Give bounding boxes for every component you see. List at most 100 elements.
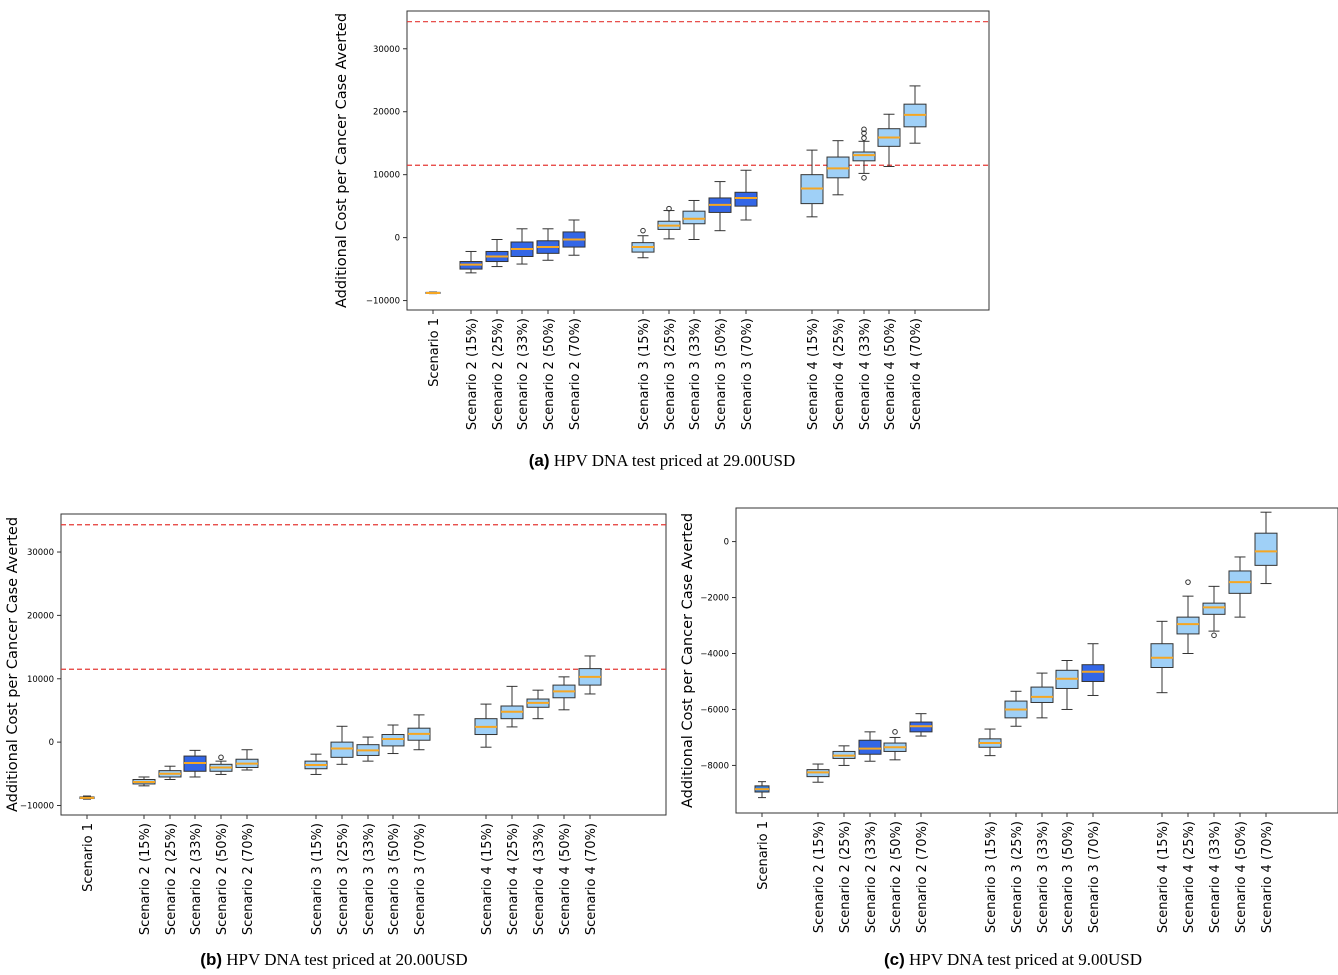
box-1: [132, 776, 156, 787]
chart-panel-0: −10000 0 10000 20000 30000 Additional Cost pe…: [334, 10, 990, 430]
box-2: [485, 238, 509, 268]
box-15: [578, 655, 602, 695]
x-tick-label: Scenario 3 (25%): [1010, 821, 1025, 933]
x-tick-label: Scenario 4 (33%): [1208, 821, 1223, 933]
x-tick-label: Scenario 4 (25%): [1182, 821, 1197, 933]
box-15: [903, 85, 927, 144]
flier-point: [1185, 579, 1191, 585]
x-tick-label: Scenario 4 (33%): [532, 823, 547, 935]
box-8: [356, 736, 380, 762]
x-tick-label: Scenario 3 (15%): [637, 318, 652, 430]
y-tick-label: 10000: [27, 675, 54, 685]
x-tick-label: Scenario 4 (70%): [584, 823, 599, 935]
box-1: [459, 250, 483, 274]
box-5: [562, 219, 586, 256]
box-2: [158, 765, 182, 781]
y-tick-label: 0: [724, 538, 729, 548]
box-7: [330, 725, 354, 765]
y-tick-label: 0: [395, 234, 400, 244]
box-3: [510, 228, 534, 265]
box-12: [1176, 579, 1200, 655]
x-tick-label: Scenario 4 (50%): [558, 823, 573, 935]
box-5: [235, 749, 259, 771]
x-tick-label: Scenario 2 (25%): [491, 318, 506, 430]
caption-c-letter: (c): [884, 950, 905, 969]
x-tick-label: Scenario 3 (50%): [387, 823, 402, 935]
x-tick-label: Scenario 3 (33%): [1036, 821, 1051, 933]
box-0: [754, 781, 770, 799]
box-body: [858, 739, 882, 755]
box-12: [500, 685, 524, 728]
caption-b-text: HPV DNA test priced at 20.00USD: [222, 950, 468, 969]
caption-b-letter: (b): [200, 950, 222, 969]
box-4: [536, 228, 560, 261]
x-tick-label: Scenario 4 (70%): [909, 318, 924, 430]
x-tick-label: Scenario 3 (33%): [688, 318, 703, 430]
x-tick-label: Scenario 1: [81, 823, 96, 892]
x-tick-label: Scenario 2 (70%): [915, 821, 930, 933]
x-tick-label: Scenario 2 (25%): [164, 823, 179, 935]
flier-point: [861, 175, 867, 181]
box-5: [909, 713, 933, 737]
box-0: [425, 291, 441, 295]
caption-a-letter: (a): [528, 451, 550, 470]
y-tick-label: −8000: [700, 761, 729, 771]
box-9: [708, 181, 732, 232]
caption-c: (c) HPV DNA test priced at 9.00USD: [688, 950, 1338, 970]
box-9: [381, 724, 405, 755]
caption-b: (b) HPV DNA test priced at 20.00USD: [0, 950, 668, 970]
box-4: [209, 754, 233, 775]
x-tick-label: Scenario 4 (50%): [1234, 821, 1249, 933]
box-body: [734, 191, 758, 207]
box-body: [1150, 643, 1174, 668]
box-body: [1254, 532, 1278, 566]
y-axis-label: Additional Cost per Cancer Case Averted: [334, 13, 350, 308]
box-10: [1081, 643, 1105, 696]
box-4: [883, 729, 907, 761]
box-9: [1055, 660, 1079, 710]
box-body: [1202, 602, 1226, 615]
x-tick-label: Scenario 3 (50%): [714, 318, 729, 430]
flier-point: [861, 135, 867, 141]
x-tick-label: Scenario 3 (70%): [740, 318, 755, 430]
box-3: [858, 731, 882, 762]
x-tick-label: Scenario 2 (33%): [189, 823, 204, 935]
x-tick-label: Scenario 3 (25%): [663, 318, 678, 430]
x-tick-label: Scenario 4 (15%): [480, 823, 495, 935]
box-6: [304, 753, 328, 775]
y-tick-label: −10000: [20, 801, 54, 811]
flier-point: [1211, 632, 1217, 639]
x-tick-label: Scenario 1: [756, 821, 771, 890]
x-tick-label: Scenario 4 (15%): [1156, 821, 1171, 933]
x-tick-label: Scenario 1: [427, 318, 442, 387]
x-tick-label: Scenario 3 (15%): [984, 821, 999, 933]
box-12: [826, 140, 850, 196]
flier-point: [666, 205, 672, 212]
box-11: [800, 149, 824, 218]
x-tick-label: Scenario 3 (70%): [413, 823, 428, 935]
box-8: [682, 199, 706, 240]
plot-frame: [735, 507, 1338, 814]
plot-frame: [406, 10, 990, 311]
x-tick-label: Scenario 4 (70%): [1260, 821, 1275, 933]
box-3: [183, 749, 207, 778]
flier-point: [861, 126, 867, 133]
box-6: [631, 227, 655, 259]
y-tick-label: 0: [49, 738, 54, 748]
x-tick-label: Scenario 4 (33%): [858, 318, 873, 430]
x-tick-label: Scenario 2 (50%): [889, 821, 904, 933]
box-11: [1150, 620, 1174, 694]
box-7: [657, 205, 681, 240]
box-10: [734, 169, 758, 221]
y-tick-label: −10000: [366, 297, 400, 307]
y-axis-label: Additional Cost per Cancer Case Averted: [680, 513, 696, 808]
x-tick-label: Scenario 2 (70%): [241, 823, 256, 935]
x-tick-label: Scenario 3 (25%): [336, 823, 351, 935]
chart-panel-2: −8000 −6000 −4000 −2000 0 Additional Cost per…: [680, 507, 1338, 933]
x-tick-label: Scenario 2 (33%): [864, 821, 879, 933]
y-tick-label: 20000: [373, 108, 400, 118]
box-14: [877, 113, 901, 167]
caption-a-text: HPV DNA test priced at 29.00USD: [549, 451, 796, 470]
box-14: [552, 676, 576, 711]
